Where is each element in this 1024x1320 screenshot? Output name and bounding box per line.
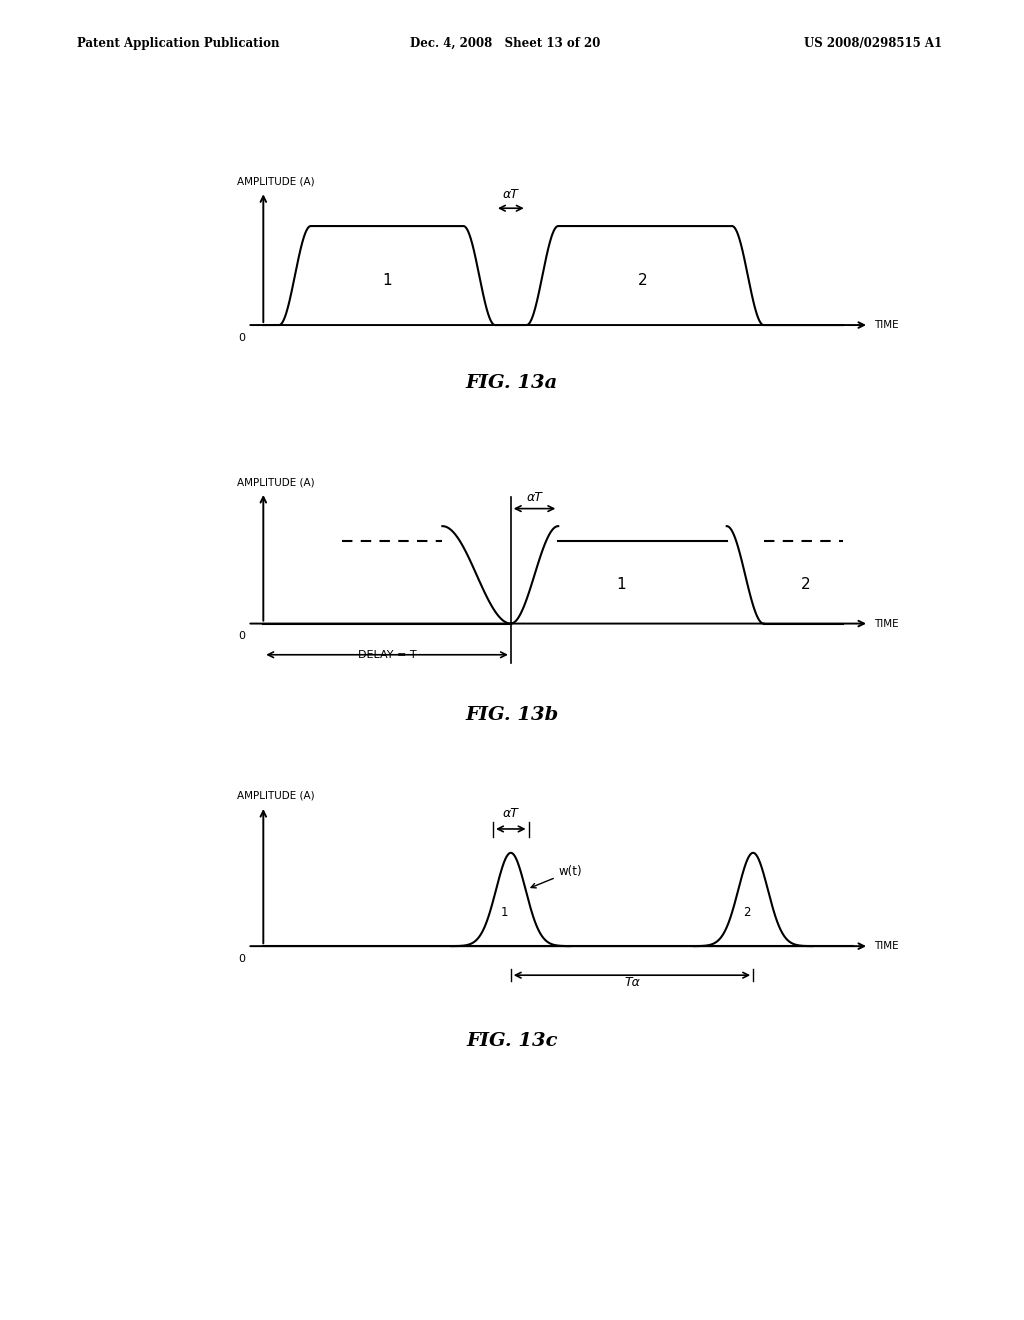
Text: 0: 0 (238, 954, 245, 965)
Text: αT: αT (526, 491, 543, 504)
Text: US 2008/0298515 A1: US 2008/0298515 A1 (804, 37, 942, 50)
Text: FIG. 13b: FIG. 13b (465, 706, 559, 725)
Text: Dec. 4, 2008   Sheet 13 of 20: Dec. 4, 2008 Sheet 13 of 20 (410, 37, 600, 50)
Text: Patent Application Publication: Patent Application Publication (77, 37, 280, 50)
Text: 0: 0 (238, 333, 245, 343)
Text: 1: 1 (501, 907, 508, 920)
Text: TIME: TIME (874, 319, 899, 330)
Text: αT: αT (503, 807, 519, 820)
Text: TIME: TIME (874, 941, 899, 952)
Text: 1: 1 (382, 273, 392, 288)
Text: w(t): w(t) (531, 865, 583, 888)
Text: 0: 0 (238, 631, 245, 642)
Text: Tα: Tα (624, 977, 640, 989)
Text: FIG. 13a: FIG. 13a (466, 374, 558, 392)
Text: TIME: TIME (874, 619, 899, 628)
Text: αT: αT (503, 189, 519, 201)
Text: FIG. 13c: FIG. 13c (466, 1032, 558, 1051)
Text: AMPLITUDE (A): AMPLITUDE (A) (237, 791, 314, 801)
Text: 2: 2 (638, 273, 647, 288)
Text: 2: 2 (743, 907, 751, 920)
Text: DELAY = T: DELAY = T (357, 649, 417, 660)
Text: 1: 1 (616, 577, 627, 593)
Text: 2: 2 (801, 577, 811, 593)
Text: AMPLITUDE (A): AMPLITUDE (A) (237, 477, 314, 487)
Text: AMPLITUDE (A): AMPLITUDE (A) (237, 177, 314, 186)
